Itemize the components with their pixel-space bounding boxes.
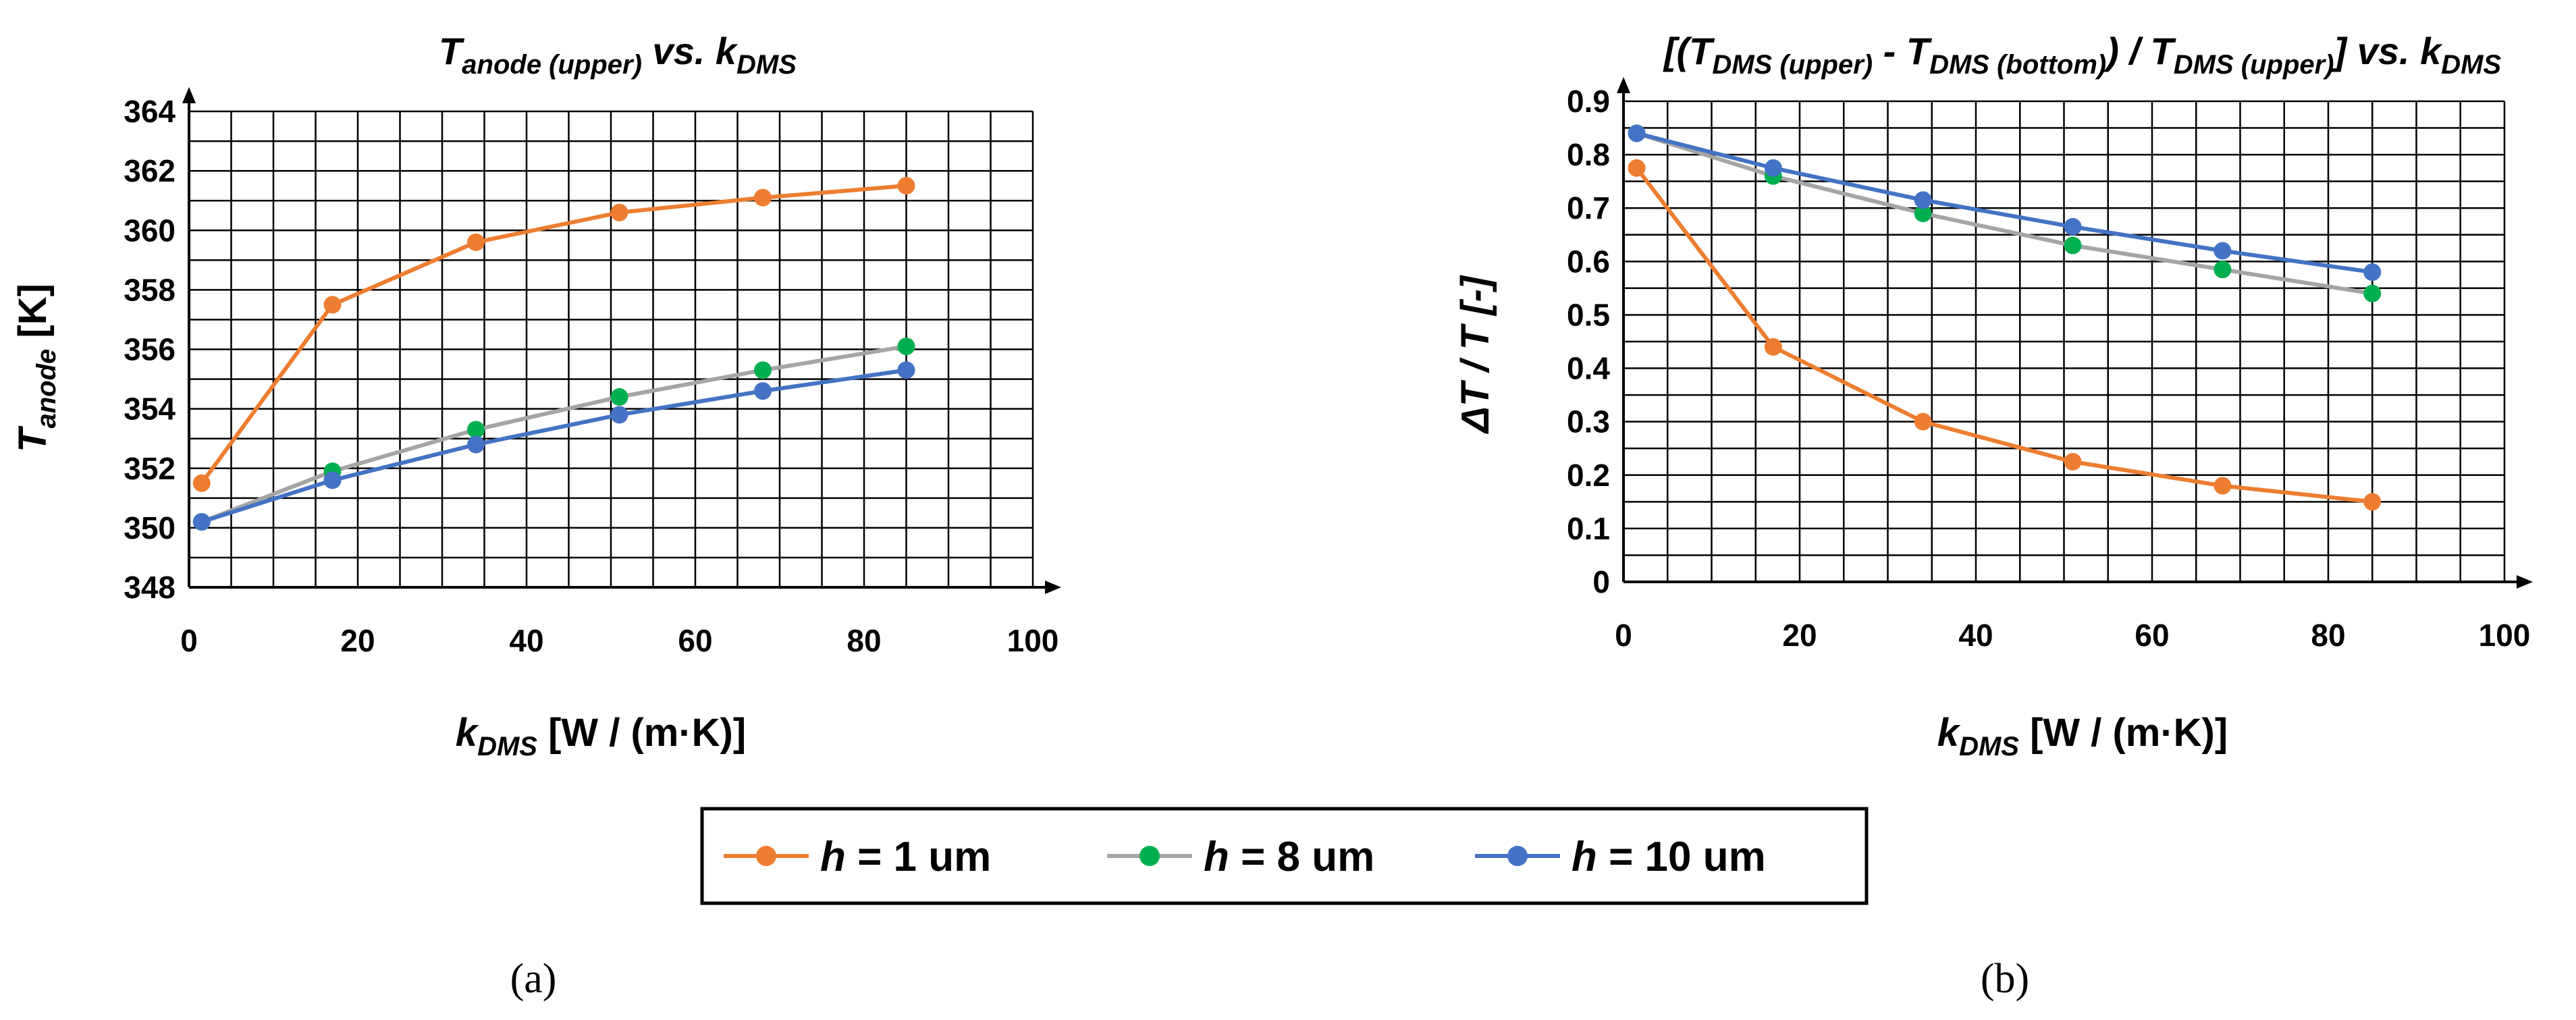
chart-b-series-point-1	[2363, 493, 2382, 511]
chart-b-series-point-1	[1764, 338, 1782, 356]
chart-b-series-point-3	[2064, 217, 2082, 236]
chart-a-ylabel: Tanode [K]	[11, 284, 61, 452]
chart-b-xtick-label: 20	[1782, 618, 1817, 653]
chart-b-xlabel: kDMS [W / (m·K)]	[1937, 711, 2228, 761]
chart-b-ytick-label: 0	[1592, 564, 1610, 599]
chart-b-plot: 0 20 40 60 80 100 0 0.1 0.2 0.3 0.4 0.5 0.6 0.7 0.8 0.9	[1567, 77, 2533, 653]
chart-a-series-point-3	[192, 513, 211, 531]
chart-b-series-point-2	[2213, 261, 2232, 279]
chart-b-ytick-label: 0.6	[1567, 244, 1610, 279]
chart-a-series-point-2	[610, 388, 628, 406]
chart-b-xtick-label: 100	[2479, 618, 2531, 653]
chart-b-y-arrow	[1617, 77, 1630, 93]
chart-a-xtick-label: 0	[180, 623, 198, 658]
chart-b-series-point-2	[1914, 205, 1932, 223]
chart-a-ytick-label: 348	[124, 570, 176, 605]
chart-a-series-point-1	[192, 474, 211, 492]
chart-b-series-point-1	[2213, 477, 2232, 495]
legend-marker-2	[1139, 846, 1160, 866]
chart-b-ytick-label: 0.4	[1567, 351, 1610, 386]
chart-b-series-point-1	[2064, 453, 2082, 471]
chart-a-series-point-3	[467, 435, 485, 454]
legend-marker-3	[1507, 846, 1528, 866]
chart-b-ytick-label: 0.7	[1567, 190, 1610, 225]
caption-b: (b)	[1981, 956, 2029, 1002]
chart-b-ytick-label: 0.2	[1567, 458, 1610, 493]
chart-a-ytick-label: 354	[124, 392, 176, 427]
chart-b-ytick-label: 0.5	[1567, 297, 1610, 332]
chart-a-series-point-2	[467, 421, 485, 439]
chart-a-xtick-label: 40	[509, 623, 543, 658]
chart-b-series-point-2	[2363, 284, 2382, 302]
chart-a-xlabel: kDMS [W / (m·K)]	[456, 711, 746, 761]
chart-b-series-point-1	[1914, 412, 1932, 431]
chart-a-ytick-label: 362	[124, 153, 176, 188]
chart-b-ytick-label: 0.9	[1567, 84, 1610, 119]
chart-b-series-line-1	[1635, 167, 2373, 504]
legend-label-3: h = 10 um	[1572, 834, 1766, 880]
chart-a-ytick-label: 350	[124, 510, 176, 545]
chart-b-series-point-1	[1628, 159, 1646, 177]
chart-a-ytick-label: 356	[124, 332, 176, 367]
chart-a-series-point-1	[897, 177, 915, 195]
chart-a-ytick-label: 360	[124, 213, 176, 248]
chart-a-series-point-3	[323, 471, 342, 489]
legend-label-1: h = 1 um	[820, 834, 991, 880]
chart-b-xtick-label: 60	[2135, 618, 2169, 653]
chart-b-xtick-label: 40	[1958, 618, 1993, 653]
chart-a-series-point-1	[323, 296, 342, 314]
chart-a-series-line-1	[200, 184, 907, 485]
chart-b-series-point-3	[1764, 159, 1782, 177]
chart-b-ylabel: ΔT / T [-]	[1453, 275, 1497, 434]
chart-a-series-point-3	[897, 361, 915, 379]
chart-b-xtick-label: 80	[2311, 618, 2345, 653]
chart-b-series-point-2	[2064, 236, 2082, 254]
chart-b-series-line-3	[1636, 131, 2373, 275]
chart-b-series-point-3	[1914, 191, 1932, 209]
legend-item-1: h = 1 um	[724, 834, 991, 880]
chart-a-xtick-label: 60	[678, 623, 712, 658]
legend-frame	[700, 807, 1869, 905]
caption-a: (a)	[510, 956, 557, 1002]
chart-a-ytick-label: 358	[124, 272, 176, 307]
chart-a-plot: 0 20 40 60 80 100 348 350 352 354 356 358 360 362 364	[124, 87, 1061, 658]
chart-b-series-point-3	[1628, 124, 1646, 142]
chart-a-series-point-1	[610, 203, 628, 221]
chart-a-xtick-label: 80	[847, 623, 881, 658]
chart-a-series-point-2	[754, 361, 772, 379]
chart-a-x-arrow	[1045, 581, 1061, 594]
chart-b-ytick-label: 0.3	[1567, 404, 1610, 439]
chart-b-ytick-label: 0.1	[1567, 511, 1610, 546]
chart-b-series-line-2	[1636, 131, 2373, 296]
legend-label-2: h = 8 um	[1204, 834, 1374, 880]
chart-b-series-point-3	[2213, 242, 2232, 260]
chart-a-xtick-label: 100	[1007, 623, 1059, 658]
chart-b-title: [(TDMS (upper) - TDMS (bottom)) / TDMS (…	[1663, 30, 2502, 80]
chart-a-xtick-label: 20	[340, 623, 375, 658]
chart-a-series-point-2	[897, 338, 915, 356]
chart-b-xtick-label: 0	[1615, 618, 1632, 653]
chart-a-series-point-1	[467, 233, 485, 251]
chart-a-series-point-1	[754, 188, 772, 207]
chart-a-ytick-label: 364	[124, 94, 176, 129]
chart-a-series-line-3	[200, 368, 907, 524]
chart-a-title: Tanode (upper) vs. kDMS	[439, 30, 797, 80]
chart-a-y-arrow	[182, 87, 196, 103]
chart-a-series-point-3	[754, 382, 772, 400]
chart-a-series-line-2	[200, 344, 907, 524]
chart-b-series-point-3	[2363, 263, 2382, 281]
legend-item-3: h = 10 um	[1475, 834, 1766, 880]
chart-a-ytick-label: 352	[124, 451, 176, 486]
chart-a-series-point-3	[610, 406, 628, 424]
legend-item-2: h = 8 um	[1107, 834, 1374, 880]
chart-b-ytick-label: 0.8	[1567, 137, 1610, 172]
legend: h = 1 um h = 8 um h = 10 um	[700, 807, 1869, 905]
chart-b-x-arrow	[2517, 575, 2533, 589]
legend-marker-1	[756, 846, 776, 866]
